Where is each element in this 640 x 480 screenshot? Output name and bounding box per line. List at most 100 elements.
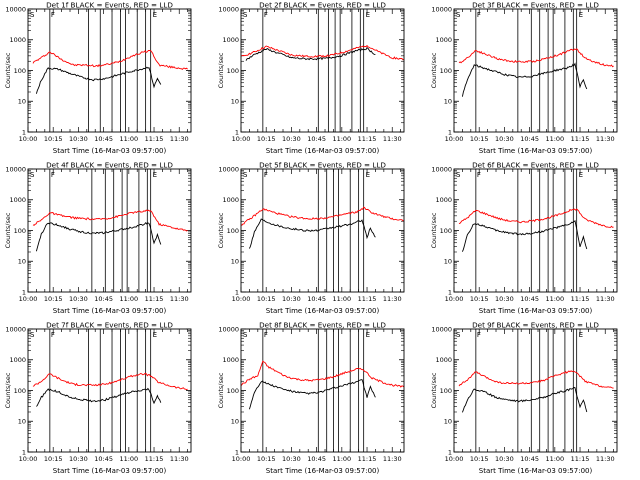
- x-tick-label: 11:30: [170, 295, 189, 303]
- events-series-line: [248, 218, 376, 249]
- y-tick-label: 1000: [435, 196, 452, 204]
- top-marker: E: [153, 11, 157, 19]
- y-tick-label: 1000: [222, 36, 239, 44]
- y-tick-label: 1000: [9, 196, 26, 204]
- y-tick-label: 1000: [435, 36, 452, 44]
- detector-panel: Det 9f BLACK = Events, RED = LLD Start Ti…: [430, 321, 618, 475]
- x-tick-label: 11:00: [332, 295, 351, 303]
- y-tick-label: 10: [444, 258, 452, 266]
- x-tick-label: 11:15: [571, 135, 590, 143]
- top-marker: F: [264, 11, 268, 19]
- top-marker: S: [456, 11, 461, 19]
- top-marker: E: [579, 331, 583, 339]
- y-tick-label: 100: [14, 67, 26, 75]
- y-tick-label: 10000: [218, 165, 239, 173]
- plot-frame: [240, 328, 405, 453]
- top-marker: S: [456, 171, 461, 179]
- y-tick-label: 1: [448, 448, 452, 456]
- x-tick-label: 11:30: [383, 455, 402, 463]
- x-tick-label: 11:15: [145, 455, 164, 463]
- detector-panel: Det 6f BLACK = Events, RED = LLD Start Ti…: [430, 161, 618, 315]
- detector-panel: Det 4f BLACK = Events, RED = LLD Start Ti…: [4, 161, 192, 315]
- lld-series-line: [32, 372, 188, 390]
- top-marker: F: [477, 11, 481, 19]
- y-tick-label: 100: [227, 67, 239, 75]
- x-tick-label: 11:15: [358, 135, 377, 143]
- x-tick-label: 10:15: [44, 295, 63, 303]
- detector-panel: Det 8f BLACK = Events, RED = LLD Start Ti…: [217, 321, 405, 475]
- x-tick-label: 11:30: [383, 295, 402, 303]
- top-marker: S: [243, 331, 248, 339]
- y-axis-label: Counts/sec: [430, 372, 438, 408]
- x-tick-label: 11:15: [358, 295, 377, 303]
- plot-frame: [240, 168, 405, 293]
- y-tick-label: 1: [235, 128, 239, 136]
- x-tick-label: 10:30: [495, 295, 514, 303]
- events-series-line: [36, 387, 162, 407]
- y-tick-label: 1: [22, 288, 26, 296]
- x-tick-label: 11:00: [119, 455, 138, 463]
- x-tick-label: 10:00: [232, 135, 251, 143]
- lld-series-line: [241, 44, 404, 61]
- x-tick-label: 10:45: [94, 455, 113, 463]
- y-tick-label: 1: [448, 128, 452, 136]
- x-axis-label: Start Time (16-Mar-03 09:57:00): [266, 147, 380, 155]
- y-axis-label: Counts/sec: [217, 372, 225, 408]
- x-tick-label: 10:00: [19, 455, 38, 463]
- x-tick-label: 11:30: [596, 455, 615, 463]
- y-axis-label: Counts/sec: [430, 52, 438, 88]
- detector-panel: Det 3f BLACK = Events, RED = LLD Start Ti…: [430, 1, 618, 155]
- top-marker: E: [579, 11, 583, 19]
- top-marker: F: [51, 11, 55, 19]
- x-axis-label: Start Time (16-Mar-03 09:57:00): [53, 307, 167, 315]
- x-tick-label: 10:45: [94, 295, 113, 303]
- x-tick-label: 11:00: [119, 295, 138, 303]
- top-marker: S: [243, 11, 248, 19]
- plot-frame: [27, 328, 192, 453]
- x-tick-label: 11:00: [545, 295, 564, 303]
- events-series-line: [461, 387, 588, 413]
- top-marker: F: [51, 331, 55, 339]
- x-tick-label: 11:30: [596, 295, 615, 303]
- x-tick-label: 11:00: [119, 135, 138, 143]
- x-tick-label: 10:00: [19, 135, 38, 143]
- x-tick-label: 10:00: [445, 455, 464, 463]
- y-tick-label: 1: [448, 288, 452, 296]
- y-tick-label: 10000: [5, 325, 26, 333]
- x-tick-label: 10:15: [470, 455, 489, 463]
- y-axis-label: Counts/sec: [430, 212, 438, 248]
- y-tick-label: 100: [227, 387, 239, 395]
- y-tick-label: 10: [444, 98, 452, 106]
- x-axis-label: Start Time (16-Mar-03 09:57:00): [266, 467, 380, 475]
- y-tick-label: 1: [22, 448, 26, 456]
- chart-title: Det 7f BLACK = Events, RED = LLD: [46, 321, 173, 330]
- y-tick-label: 10000: [5, 165, 26, 173]
- events-series-line: [461, 219, 588, 252]
- x-tick-label: 10:00: [445, 135, 464, 143]
- chart-title: Det 4f BLACK = Events, RED = LLD: [46, 161, 173, 170]
- top-marker: F: [477, 171, 481, 179]
- x-axis-label: Start Time (16-Mar-03 09:57:00): [479, 147, 593, 155]
- chart-title: Det 9f BLACK = Events, RED = LLD: [472, 321, 599, 330]
- x-tick-label: 11:00: [545, 135, 564, 143]
- x-tick-label: 10:45: [307, 135, 326, 143]
- x-tick-label: 10:30: [69, 455, 88, 463]
- x-tick-label: 10:00: [19, 295, 38, 303]
- events-series-line: [35, 66, 162, 94]
- y-tick-label: 10: [231, 418, 239, 426]
- x-tick-label: 10:45: [520, 455, 539, 463]
- y-tick-label: 1000: [435, 356, 452, 364]
- x-axis-label: Start Time (16-Mar-03 09:57:00): [479, 467, 593, 475]
- y-tick-label: 1000: [222, 196, 239, 204]
- detector-panel: Det 2f BLACK = Events, RED = LLD Start Ti…: [217, 1, 405, 155]
- top-marker: S: [30, 171, 35, 179]
- x-tick-label: 10:45: [94, 135, 113, 143]
- y-tick-label: 100: [14, 227, 26, 235]
- x-tick-label: 10:15: [44, 455, 63, 463]
- top-marker: E: [366, 11, 370, 19]
- plot-frame: [27, 8, 192, 133]
